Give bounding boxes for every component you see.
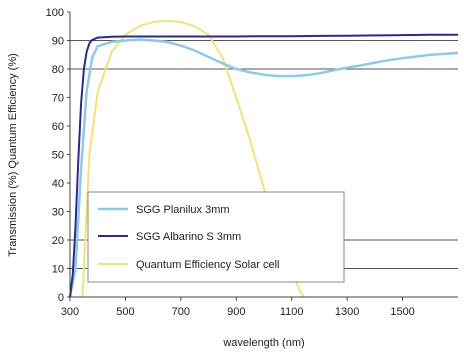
- series-line-albarino: [69, 33, 458, 298]
- x-tick-label: 700: [172, 306, 190, 318]
- y-tick-label: 60: [52, 121, 64, 133]
- y-tick-label: 100: [46, 7, 64, 19]
- y-tick-label: 50: [52, 150, 64, 162]
- series-line-planilux: [68, 38, 459, 298]
- x-tick-label: 500: [116, 306, 134, 318]
- y-tick-label: 40: [52, 178, 64, 190]
- y-tick-labels: 0 10 20 30 40 50 60 70 80 90 100: [46, 7, 70, 304]
- y-tick-label: 30: [52, 207, 64, 219]
- legend-label-planilux: SGG Planilux 3mm: [136, 204, 230, 216]
- y-tick-label: 0: [58, 292, 64, 304]
- x-tick-label: 900: [227, 306, 245, 318]
- x-tick-label: 1300: [335, 306, 359, 318]
- y-tick-label: 90: [52, 36, 64, 48]
- legend: SGG Planilux 3mm SGG Albarino S 3mm Quan…: [87, 191, 345, 283]
- legend-label-albarino: SGG Albarino S 3mm: [136, 231, 241, 243]
- y-tick-label: 10: [52, 264, 64, 276]
- y-axis-title: Transmission (%) Quantum Efficiency (%): [7, 53, 19, 257]
- x-tick-label: 300: [61, 306, 79, 318]
- x-tick-labels: 300 500 700 900 1100 1300 1500: [61, 297, 415, 318]
- legend-label-quantum-efficiency: Quantum Efficiency Solar cell: [136, 259, 279, 271]
- y-tick-label: 80: [52, 64, 64, 76]
- x-tick-label: 1100: [280, 306, 304, 318]
- y-tick-label: 20: [52, 235, 64, 247]
- x-axis-title: wavelength (nm): [222, 337, 304, 349]
- y-tick-label: 70: [52, 93, 64, 105]
- x-tick-label: 1500: [390, 306, 414, 318]
- legend-box: [87, 191, 345, 283]
